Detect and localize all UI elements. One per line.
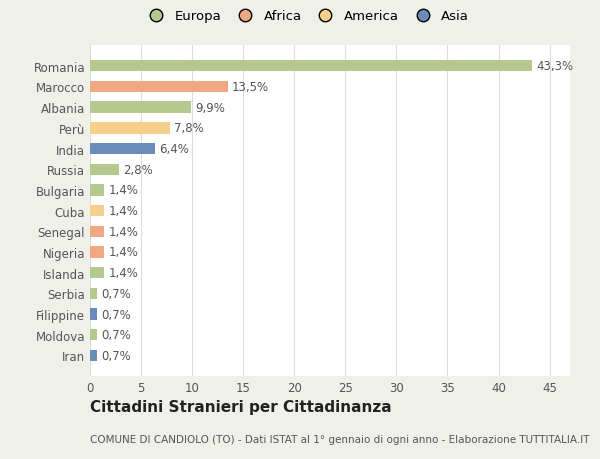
- Text: 1,4%: 1,4%: [109, 205, 138, 218]
- Text: 1,4%: 1,4%: [109, 246, 138, 259]
- Text: 2,8%: 2,8%: [122, 163, 152, 176]
- Bar: [90, 61, 532, 72]
- Bar: [90, 350, 97, 361]
- Legend: Europa, Africa, America, Asia: Europa, Africa, America, Asia: [139, 6, 473, 27]
- Bar: [90, 164, 119, 175]
- Text: 0,7%: 0,7%: [101, 287, 131, 300]
- Text: 13,5%: 13,5%: [232, 81, 269, 94]
- Text: 43,3%: 43,3%: [536, 60, 574, 73]
- Bar: [90, 268, 104, 279]
- Text: 6,4%: 6,4%: [160, 143, 190, 156]
- Text: 1,4%: 1,4%: [109, 184, 138, 197]
- Text: 0,7%: 0,7%: [101, 308, 131, 321]
- Bar: [90, 206, 104, 217]
- Bar: [90, 226, 104, 237]
- Bar: [90, 82, 228, 93]
- Bar: [90, 185, 104, 196]
- Text: 0,7%: 0,7%: [101, 329, 131, 341]
- Text: Cittadini Stranieri per Cittadinanza: Cittadini Stranieri per Cittadinanza: [90, 399, 392, 414]
- Text: 7,8%: 7,8%: [174, 122, 203, 135]
- Bar: [90, 330, 97, 341]
- Bar: [90, 309, 97, 320]
- Bar: [90, 247, 104, 258]
- Text: COMUNE DI CANDIOLO (TO) - Dati ISTAT al 1° gennaio di ogni anno - Elaborazione T: COMUNE DI CANDIOLO (TO) - Dati ISTAT al …: [90, 434, 589, 444]
- Bar: [90, 102, 191, 113]
- Text: 1,4%: 1,4%: [109, 267, 138, 280]
- Text: 1,4%: 1,4%: [109, 225, 138, 238]
- Bar: [90, 288, 97, 299]
- Text: 0,7%: 0,7%: [101, 349, 131, 362]
- Bar: [90, 123, 170, 134]
- Text: 9,9%: 9,9%: [195, 101, 225, 114]
- Bar: [90, 144, 155, 155]
